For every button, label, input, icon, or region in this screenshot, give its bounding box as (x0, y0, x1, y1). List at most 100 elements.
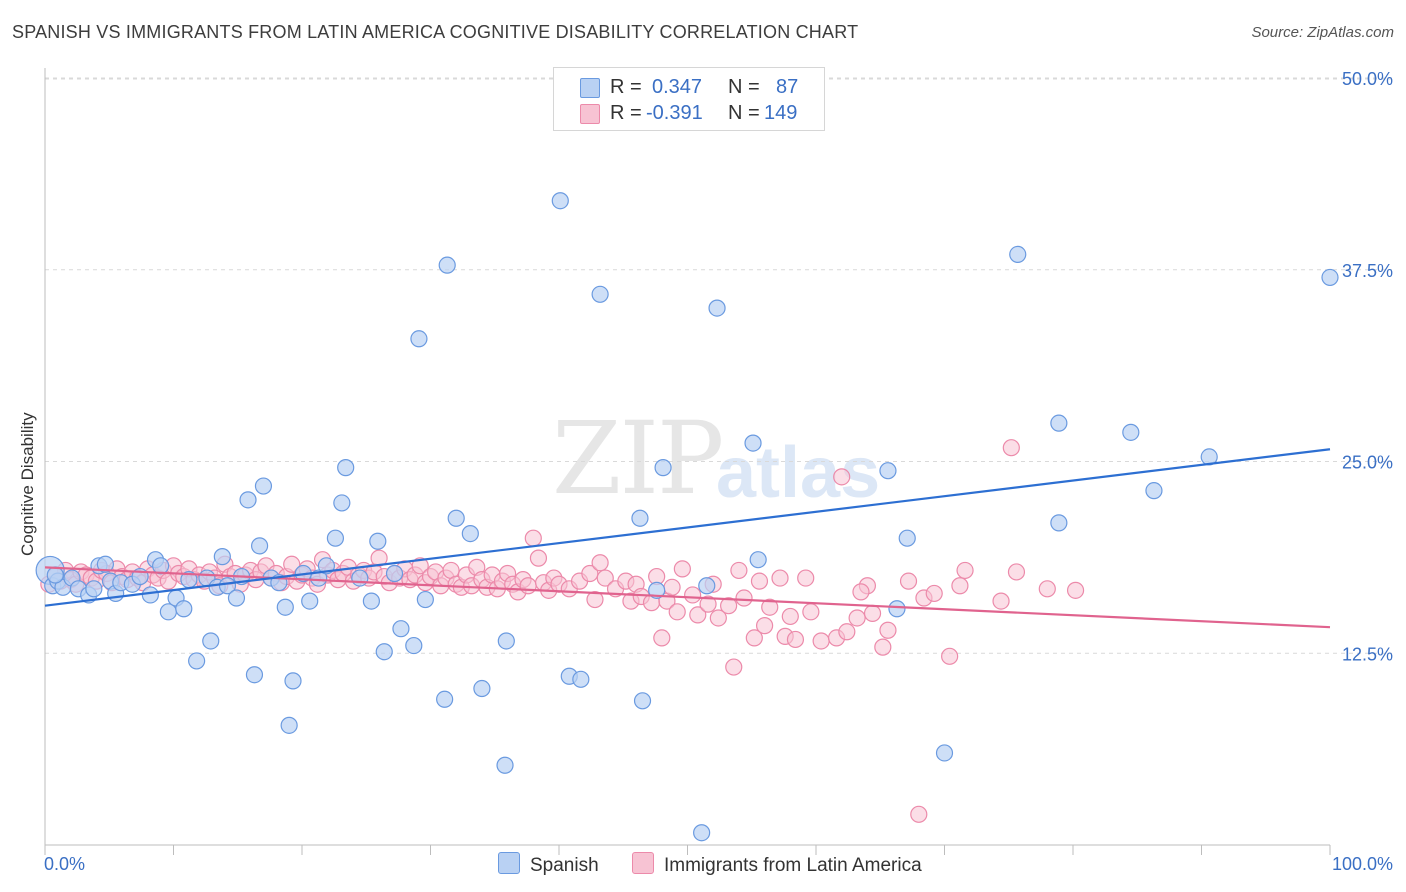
point-immigrants (519, 577, 537, 595)
point-spanish (438, 256, 456, 274)
bottom-legend-spanish-label: Spanish (530, 855, 599, 876)
point-immigrants (925, 584, 943, 603)
axes (44, 68, 1331, 855)
point-immigrants (673, 560, 691, 578)
point-spanish (141, 586, 159, 604)
point-immigrants (735, 589, 753, 607)
point-spanish (202, 632, 220, 650)
point-spanish (245, 666, 264, 684)
trend-line-immigrants (44, 566, 1331, 629)
point-spanish (648, 581, 666, 599)
point-immigrants (852, 583, 870, 601)
point-immigrants (689, 606, 707, 624)
point-immigrants (1066, 581, 1085, 599)
point-immigrants (874, 638, 892, 656)
point-spanish (218, 577, 237, 595)
watermark-zip: ZIP (552, 400, 724, 517)
point-immigrants (910, 805, 928, 823)
point-spanish (46, 566, 64, 584)
point-immigrants (812, 632, 830, 650)
point-spanish (1009, 245, 1027, 264)
point-spanish (326, 529, 345, 547)
bottom-legend-spanish: Spanish (498, 852, 599, 877)
point-immigrants (848, 609, 866, 627)
y-tick-label: 25.0% (1342, 453, 1393, 473)
point-spanish (333, 494, 351, 512)
point-spanish (1122, 423, 1140, 441)
point-immigrants (802, 603, 820, 621)
series-spanish-points (35, 192, 1339, 842)
legend-r-value: -0.391 (646, 102, 703, 124)
point-immigrants (992, 592, 1010, 610)
point-immigrants (653, 629, 671, 647)
point-spanish (497, 632, 515, 650)
point-immigrants (586, 590, 604, 609)
point-immigrants (730, 561, 748, 580)
point-spanish (416, 590, 434, 609)
point-spanish (631, 509, 649, 527)
bottom-legend-immigrants: Immigrants from Latin America (632, 852, 922, 877)
legend-r-label: R = (610, 76, 642, 98)
point-immigrants (863, 604, 882, 622)
point-immigrants (1007, 563, 1026, 581)
point-spanish (473, 679, 491, 698)
point-immigrants (668, 603, 686, 621)
bottom-legend-immigrants-label: Immigrants from Latin America (664, 855, 922, 876)
point-spanish (337, 459, 355, 477)
point-spanish (385, 564, 404, 583)
point-spanish (749, 551, 767, 569)
point-spanish (888, 600, 906, 618)
point-spanish (654, 459, 672, 477)
point-immigrants (699, 595, 717, 613)
correlation-legend: R = 0.347 N = 87 R = -0.391 N = 149 (553, 67, 825, 131)
point-spanish (310, 569, 328, 587)
legend-n-label: N = (728, 102, 760, 124)
legend-n-label: N = (728, 76, 760, 98)
point-immigrants (786, 630, 805, 649)
point-spanish (369, 532, 387, 550)
point-immigrants (720, 597, 738, 615)
point-immigrants (941, 647, 959, 665)
x-tick-label: 0.0% (44, 854, 85, 874)
point-spanish (898, 529, 916, 547)
y-tick-label: 37.5% (1342, 261, 1393, 281)
point-immigrants (838, 623, 856, 641)
point-spanish (96, 555, 114, 573)
point-spanish (496, 756, 514, 774)
point-spanish (572, 670, 590, 688)
point-spanish (276, 598, 294, 616)
point-immigrants (771, 569, 789, 587)
trend-lines (44, 448, 1331, 629)
point-immigrants (951, 577, 969, 595)
y-tick-label: 50.0% (1342, 69, 1393, 89)
point-spanish (744, 434, 762, 452)
bottom-swatch-immigrants (632, 852, 654, 874)
legend-swatch-immigrants (580, 104, 600, 124)
point-immigrants (663, 578, 681, 596)
point-spanish (392, 620, 410, 638)
point-immigrants (529, 549, 548, 567)
point-immigrants (745, 629, 763, 647)
source-credit: Source: ZipAtlas.com (1251, 24, 1394, 41)
chart-title: SPANISH VS IMMIGRANTS FROM LATIN AMERICA… (12, 22, 859, 42)
point-immigrants (833, 468, 851, 486)
point-spanish (591, 285, 609, 303)
point-immigrants (524, 529, 542, 547)
y-tick-label: 12.5% (1342, 644, 1393, 664)
watermark-atlas: atlas (716, 433, 881, 513)
point-spanish (284, 672, 302, 690)
point-immigrants (591, 554, 609, 572)
point-spanish (461, 524, 479, 543)
point-spanish (250, 537, 269, 555)
point-immigrants (581, 564, 599, 583)
point-spanish (1321, 268, 1339, 287)
bottom-swatch-spanish (498, 852, 520, 874)
trend-line-spanish (44, 448, 1331, 607)
legend-swatch-spanish (580, 78, 600, 98)
point-spanish (351, 569, 369, 587)
legend-r-value: 0.347 (652, 76, 703, 98)
point-spanish (1050, 514, 1068, 532)
point-spanish (317, 557, 336, 575)
point-immigrants (956, 561, 974, 580)
